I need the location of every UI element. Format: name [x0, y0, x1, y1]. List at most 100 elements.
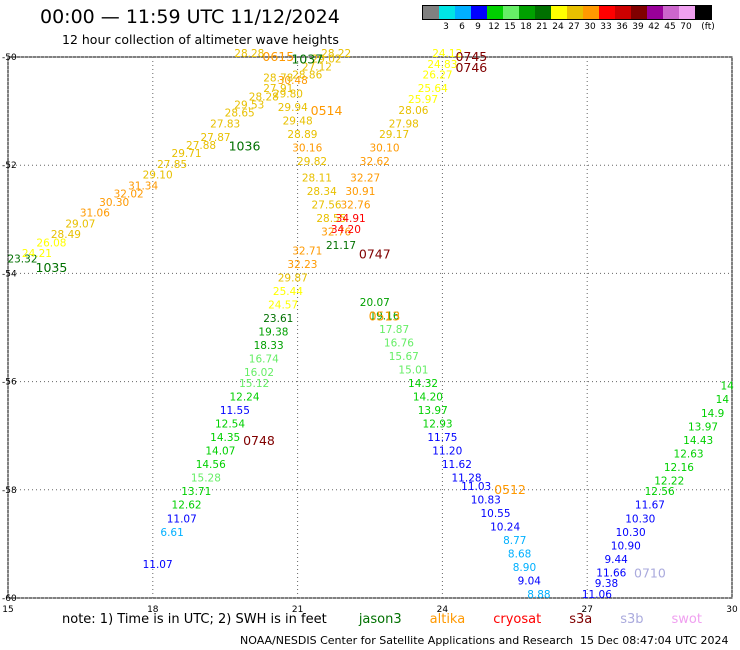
- wave-height-value: 30.16: [292, 143, 322, 155]
- wave-height-value: 20.07: [360, 297, 390, 309]
- wave-height-value: 10.83: [471, 494, 501, 506]
- wave-height-value: 13.97: [688, 421, 718, 433]
- wave-height-value: 16.02: [244, 367, 274, 379]
- wave-height-value: 31.06: [80, 208, 110, 220]
- wave-height-value: 27.88: [186, 140, 216, 152]
- track-id-label: 0747: [359, 246, 391, 261]
- wave-height-value: 14.32: [408, 378, 438, 390]
- wave-height-value: 12.54: [215, 419, 245, 431]
- map-subtitle: 12 hour collection of altimeter wave hei…: [62, 32, 339, 47]
- wave-height-value: 24.83: [427, 59, 457, 71]
- track-id-label: 1035: [36, 260, 68, 275]
- wave-height-value: 29.53: [234, 99, 264, 111]
- wave-height-value: 17.87: [379, 324, 409, 336]
- legend-label: 24: [552, 22, 564, 32]
- y-tick-label: -56: [2, 378, 17, 388]
- mission-s3b: s3b: [620, 612, 644, 627]
- footer-organization: NOAA/NESDIS Center for Satellite Applica…: [240, 634, 574, 647]
- wave-height-value: 15.28: [191, 473, 221, 485]
- wave-height-value: 14: [720, 381, 734, 393]
- x-tick-label: 30: [726, 605, 738, 615]
- wave-height-value: 19.38: [258, 327, 288, 339]
- wave-height-value: 25.97: [408, 94, 438, 106]
- wave-height-value: 27.83: [210, 118, 240, 130]
- track-id-label: 0513: [369, 309, 401, 324]
- track-id-label: 0710: [634, 566, 666, 581]
- wave-height-value: 9.04: [518, 575, 542, 587]
- legend-swatch: [599, 6, 615, 19]
- wave-height-value: 11.62: [442, 459, 472, 471]
- wave-height-value: 28.78: [263, 72, 293, 84]
- wave-height-value: 11.03: [461, 481, 491, 493]
- wave-height-value: 23.61: [263, 313, 293, 325]
- legend-swatch: [679, 6, 695, 19]
- wave-height-value: 30.91: [345, 186, 375, 198]
- wave-height-value: 32.71: [292, 245, 322, 257]
- wave-height-value: 28.28: [249, 91, 279, 103]
- legend-label: 12: [488, 22, 500, 32]
- wave-height-value: 23.32: [7, 254, 37, 266]
- track-id-label: 0745: [455, 49, 487, 64]
- wave-height-value: 12.63: [674, 448, 704, 460]
- wave-height-value: 34.91: [336, 213, 366, 225]
- wave-height-value: 24.12: [432, 48, 462, 60]
- wave-height-value: 16.74: [249, 354, 279, 366]
- wave-height-value: 12.56: [645, 486, 675, 498]
- mission-list: jason3 altika cryosat s3a s3b swot: [331, 612, 702, 627]
- wave-height-value: 14.07: [205, 446, 235, 458]
- wave-height-value: 14: [716, 394, 730, 406]
- wave-height-value: 29.71: [172, 148, 202, 160]
- wave-height-value: 8.90: [513, 562, 536, 574]
- legend-swatch: [487, 6, 503, 19]
- legend-swatch: [663, 6, 679, 19]
- note-text: note: 1) Time is in UTC; 2) SWH is in fe…: [62, 612, 327, 627]
- wave-height-value: 29.07: [65, 218, 95, 230]
- wave-height-value: 11.20: [432, 446, 462, 458]
- wave-height-value: 32.62: [360, 156, 390, 168]
- legend-label: 70: [680, 22, 692, 32]
- legend-swatch: [631, 6, 647, 19]
- wave-height-value: 14.35: [210, 432, 240, 444]
- wave-height-value: 32.27: [350, 172, 380, 184]
- wave-height-value: 28.28: [234, 48, 264, 60]
- wave-height-value: 29.80: [273, 89, 303, 101]
- legend-swatch: [455, 6, 471, 19]
- wave-height-value: 15.67: [389, 351, 419, 363]
- wave-height-value: 12.62: [172, 500, 202, 512]
- wave-height-value: 12.22: [654, 475, 684, 487]
- track-id-label: 0512: [494, 482, 526, 497]
- wave-height-value: 8.68: [508, 548, 531, 560]
- legend-label: 36: [616, 22, 628, 32]
- y-tick-label: -52: [2, 161, 17, 171]
- x-tick-label: 27: [581, 605, 592, 615]
- mission-swot: swot: [671, 612, 702, 627]
- wave-height-value: 32.76: [340, 199, 370, 211]
- track-id-label: 1037: [291, 52, 323, 67]
- wave-height-value: 29.48: [283, 116, 313, 128]
- legend-swatch: [583, 6, 599, 19]
- legend-swatch: [519, 6, 535, 19]
- wave-height-value: 10.24: [490, 521, 520, 533]
- mission-jason3: jason3: [358, 612, 402, 627]
- map-title: 00:00 — 11:59 UTC 11/12/2024: [40, 6, 340, 28]
- legend-label: 30: [584, 22, 596, 32]
- wave-height-value: 28.86: [292, 70, 322, 82]
- wave-height-value: 15.01: [398, 364, 428, 376]
- track-id-label: 1036: [229, 138, 261, 153]
- wave-height-value: 8.77: [503, 535, 526, 547]
- legend-labels: 3 6 9 12 15 18 21 24 27 30 33 36 39 42 45 70 (ft): [422, 20, 715, 34]
- legend-label: 42: [648, 22, 660, 32]
- wave-height-value: 30.10: [369, 143, 399, 155]
- wave-height-value: 11.06: [582, 589, 612, 601]
- track-id-label: 0514: [311, 103, 343, 118]
- legend-swatch: [695, 6, 711, 19]
- wave-height-value: 10.55: [480, 508, 510, 520]
- wave-height-value: 12.16: [664, 462, 694, 474]
- track-id-label: 0746: [455, 60, 487, 75]
- legend-label: 21: [536, 22, 548, 32]
- wave-height-value: 9.44: [604, 554, 628, 566]
- wave-height-value: 11.07: [143, 559, 173, 571]
- wave-height-value: 11.66: [596, 567, 626, 579]
- footnote: note: 1) Time is in UTC; 2) SWH is in fe…: [62, 612, 702, 627]
